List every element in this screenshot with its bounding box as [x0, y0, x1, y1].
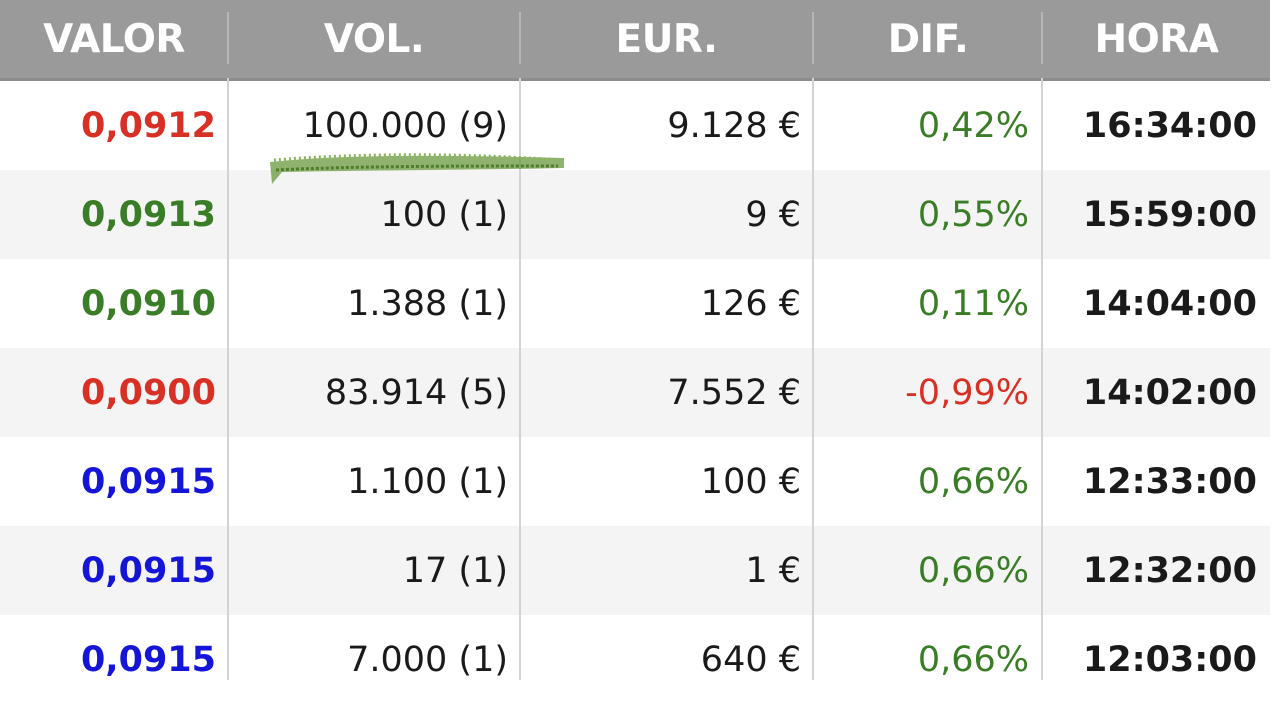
time-cell: 15:59:00: [1082, 194, 1257, 235]
column-divider: [812, 78, 814, 680]
valor-cell: 0,0912: [80, 105, 216, 146]
header-divider: [812, 12, 814, 64]
euro-cell: 9.128 €: [667, 105, 801, 146]
euro-cell: 1 €: [745, 550, 801, 591]
difference-cell: -0,99%: [905, 372, 1029, 413]
volume-cell: 7.000 (1): [347, 639, 508, 680]
volume-cell: 100 (1): [380, 194, 508, 235]
header-divider: [1041, 12, 1043, 64]
time-cell: 12:33:00: [1082, 461, 1257, 502]
column-header-eur[interactable]: EUR.: [615, 16, 718, 62]
column-divider: [1041, 78, 1043, 680]
valor-cell: 0,0915: [80, 461, 216, 502]
table-row[interactable]: 0,0915 17 (1) 1 € 0,66% 12:32:00: [0, 526, 1270, 615]
volume-cell: 17 (1): [402, 550, 508, 591]
difference-cell: 0,11%: [917, 283, 1029, 324]
column-header-vol[interactable]: VOL.: [323, 16, 425, 62]
volume-cell: 83.914 (5): [324, 372, 508, 413]
time-cell: 16:34:00: [1082, 105, 1257, 146]
difference-cell: 0,42%: [917, 105, 1029, 146]
table-row[interactable]: 0,0915 1.100 (1) 100 € 0,66% 12:33:00: [0, 437, 1270, 526]
valor-cell: 0,0910: [80, 283, 216, 324]
difference-cell: 0,66%: [917, 550, 1029, 591]
table-header: VALOR VOL. EUR. DIF. HORA: [0, 0, 1270, 81]
table-row[interactable]: 0,0912 100.000 (9) 9.128 € 0,42% 16:34:0…: [0, 81, 1270, 170]
time-cell: 14:02:00: [1082, 372, 1257, 413]
table-row[interactable]: 0,0913 100 (1) 9 € 0,55% 15:59:00: [0, 170, 1270, 259]
difference-cell: 0,66%: [917, 461, 1029, 502]
column-divider: [227, 78, 229, 680]
euro-cell: 9 €: [745, 194, 801, 235]
euro-cell: 100 €: [700, 461, 801, 502]
difference-cell: 0,55%: [917, 194, 1029, 235]
column-divider: [519, 78, 521, 680]
trades-table: VALOR VOL. EUR. DIF. HORA 0,0912 100.000…: [0, 0, 1270, 680]
difference-cell: 0,66%: [917, 639, 1029, 680]
time-cell: 12:32:00: [1082, 550, 1257, 591]
column-header-dif[interactable]: DIF.: [887, 16, 969, 62]
euro-cell: 126 €: [700, 283, 801, 324]
euro-cell: 7.552 €: [667, 372, 801, 413]
table-row[interactable]: 0,0915 7.000 (1) 640 € 0,66% 12:03:00: [0, 615, 1270, 704]
table-row[interactable]: 0,0900 83.914 (5) 7.552 € -0,99% 14:02:0…: [0, 348, 1270, 437]
valor-cell: 0,0913: [80, 194, 216, 235]
column-header-hora[interactable]: HORA: [1094, 16, 1219, 62]
valor-cell: 0,0915: [80, 639, 216, 680]
column-header-valor[interactable]: VALOR: [43, 16, 185, 62]
time-cell: 12:03:00: [1082, 639, 1257, 680]
valor-cell: 0,0900: [80, 372, 216, 413]
volume-cell: 1.100 (1): [347, 461, 508, 502]
time-cell: 14:04:00: [1082, 283, 1257, 324]
header-divider: [519, 12, 521, 64]
valor-cell: 0,0915: [80, 550, 216, 591]
volume-cell: 1.388 (1): [347, 283, 508, 324]
header-divider: [227, 12, 229, 64]
volume-cell: 100.000 (9): [302, 105, 508, 146]
scribble-annotation: [270, 153, 564, 184]
euro-cell: 640 €: [700, 639, 801, 680]
table-row[interactable]: 0,0910 1.388 (1) 126 € 0,11% 14:04:00: [0, 259, 1270, 348]
